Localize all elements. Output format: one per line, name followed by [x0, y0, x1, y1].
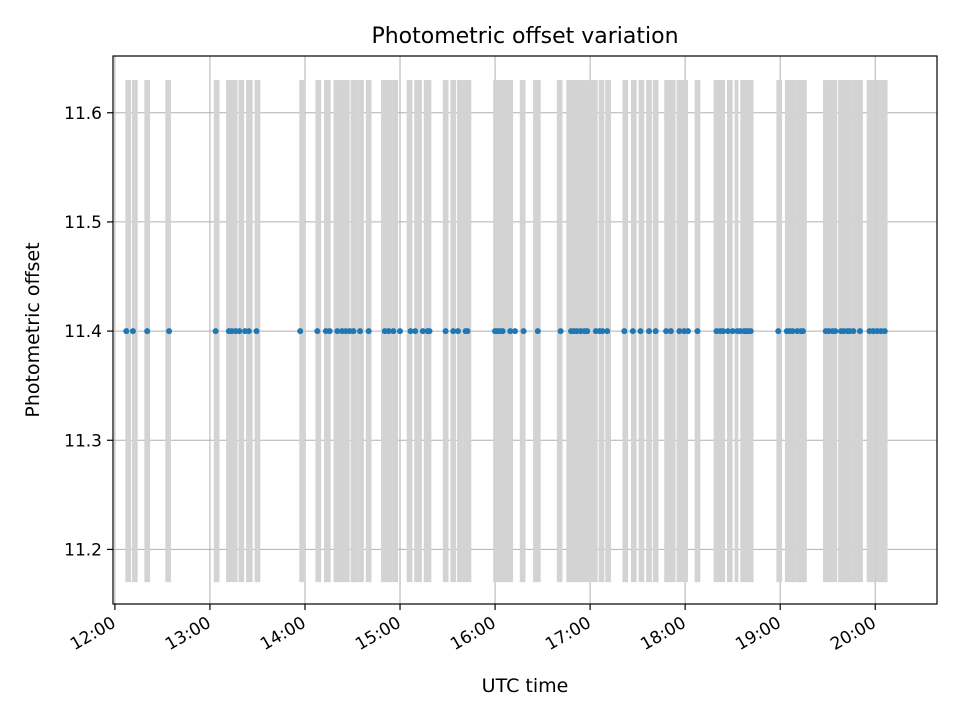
y-tick-label: 11.5: [64, 213, 102, 233]
data-point: [334, 328, 341, 335]
data-point: [557, 328, 564, 335]
data-point: [850, 328, 857, 335]
data-point: [747, 328, 754, 335]
data-point: [426, 328, 433, 335]
data-point: [144, 328, 151, 335]
data-point: [464, 328, 471, 335]
x-axis-label: UTC time: [482, 675, 569, 697]
data-point: [799, 328, 806, 335]
data-point: [314, 328, 321, 335]
data-point: [123, 328, 130, 335]
y-tick-label: 11.3: [64, 431, 102, 451]
data-point: [584, 328, 591, 335]
data-point: [881, 328, 888, 335]
data-point: [789, 328, 796, 335]
y-tick-label: 11.2: [64, 540, 102, 560]
data-point: [365, 328, 372, 335]
data-point: [775, 328, 782, 335]
data-point: [857, 328, 864, 335]
data-point: [676, 328, 683, 335]
data-point: [646, 328, 653, 335]
data-point: [385, 328, 392, 335]
data-point: [350, 328, 357, 335]
data-point: [724, 328, 731, 335]
data-point: [129, 328, 136, 335]
data-point: [832, 328, 839, 335]
y-tick-label: 11.6: [64, 104, 102, 124]
data-point: [652, 328, 659, 335]
data-point: [245, 328, 252, 335]
data-point: [621, 328, 628, 335]
data-point: [407, 328, 414, 335]
data-point: [236, 328, 243, 335]
data-point: [253, 328, 260, 335]
data-point: [637, 328, 644, 335]
data-point: [520, 328, 527, 335]
data-point: [454, 328, 461, 335]
data-point: [166, 328, 173, 335]
chart-title: Photometric offset variation: [371, 24, 678, 49]
data-point: [694, 328, 701, 335]
data-point: [357, 328, 364, 335]
data-point: [499, 328, 506, 335]
data-point: [442, 328, 449, 335]
data-point: [412, 328, 419, 335]
data-point: [604, 328, 611, 335]
data-point: [599, 328, 606, 335]
data-point: [629, 328, 636, 335]
y-tick-label: 11.4: [64, 322, 102, 342]
plot-frame: [112, 55, 938, 605]
data-point: [667, 328, 674, 335]
data-point: [450, 328, 457, 335]
data-point: [663, 328, 670, 335]
data-point: [534, 328, 541, 335]
data-point: [297, 328, 304, 335]
data-point: [512, 328, 519, 335]
data-point: [419, 328, 426, 335]
point-layer: [123, 328, 888, 335]
y-axis-label: Photometric offset: [22, 242, 44, 417]
data-point: [720, 328, 727, 335]
data-point: [729, 328, 736, 335]
data-point: [390, 328, 397, 335]
data-point: [507, 328, 514, 335]
data-point: [212, 328, 219, 335]
data-point: [684, 328, 691, 335]
data-point: [326, 328, 333, 335]
data-point: [397, 328, 404, 335]
